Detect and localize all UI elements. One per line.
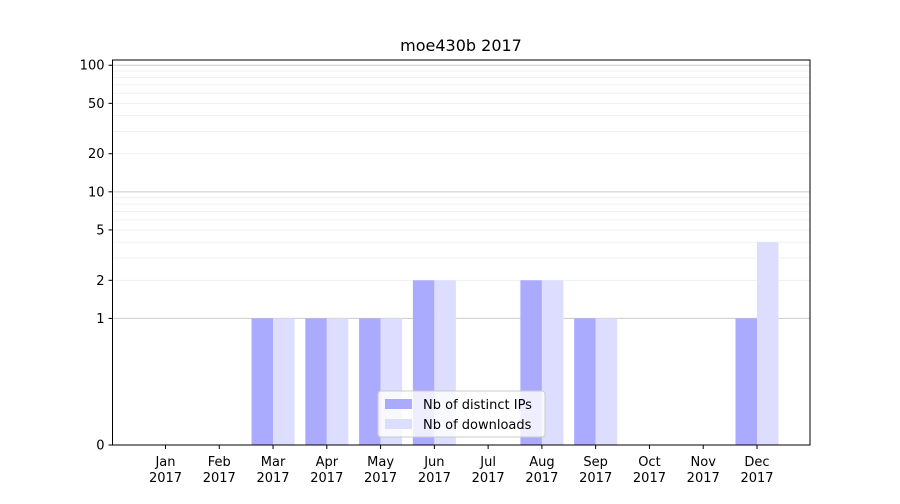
y-tick-label: 10 <box>88 185 105 200</box>
y-tick-label: 5 <box>96 223 104 238</box>
y-tick-label: 20 <box>88 147 105 162</box>
grid-lines <box>112 64 810 319</box>
chart-title: moe430b 2017 <box>400 36 522 55</box>
x-tick-label-month: Oct <box>638 455 660 470</box>
x-tick-label-month: Mar <box>261 455 286 470</box>
x-tick-label-month: Feb <box>208 455 231 470</box>
bar-downloads <box>595 318 618 445</box>
x-tick-label-year: 2017 <box>472 471 505 486</box>
bar-downloads <box>541 280 564 445</box>
x-tick-label-year: 2017 <box>256 471 289 486</box>
y-tick-label: 2 <box>96 274 104 289</box>
bar-downloads <box>757 242 779 445</box>
x-tick-label-year: 2017 <box>740 471 773 486</box>
bar-distinct-ips <box>305 318 327 445</box>
x-tick-label-month: Sep <box>583 455 608 470</box>
bar-distinct-ips <box>574 318 596 445</box>
x-tick-label-month: Jun <box>423 455 444 470</box>
x-tick-label-year: 2017 <box>525 471 558 486</box>
x-tick-label-month: Apr <box>316 455 339 470</box>
x-tick-label-year: 2017 <box>310 471 343 486</box>
bar-distinct-ips <box>359 318 381 445</box>
y-tick-label: 100 <box>80 59 105 74</box>
x-axis: Jan2017Feb2017Mar2017Apr2017May2017Jun20… <box>149 445 774 486</box>
x-tick-label-month: Aug <box>529 455 554 470</box>
x-tick-label-year: 2017 <box>203 471 236 486</box>
bar-distinct-ips <box>251 318 274 445</box>
legend: Nb of distinct IPs Nb of downloads <box>377 390 546 438</box>
x-tick-label-year: 2017 <box>579 471 612 486</box>
plot-frame <box>112 59 811 446</box>
x-tick-label-month: May <box>367 455 394 470</box>
x-tick-label-month: Nov <box>691 455 717 470</box>
bar-downloads <box>273 318 295 445</box>
x-tick-label-month: Dec <box>744 455 769 470</box>
legend-box <box>377 390 546 438</box>
legend-label: Nb of downloads <box>423 418 532 433</box>
x-tick-label-month: Jul <box>479 455 496 470</box>
x-tick-label-year: 2017 <box>149 471 182 486</box>
legend-swatch <box>385 419 412 429</box>
x-tick-label-year: 2017 <box>633 471 666 486</box>
y-tick-label: 1 <box>96 312 104 327</box>
legend-swatch <box>385 399 412 409</box>
bar-downloads <box>326 318 349 445</box>
x-tick-label-year: 2017 <box>364 471 397 486</box>
x-tick-label-year: 2017 <box>418 471 451 486</box>
x-tick-label-year: 2017 <box>687 471 720 486</box>
y-axis: 0 1 2 5 10 20 50 100 <box>80 59 113 454</box>
y-tick-label: 50 <box>88 97 105 112</box>
bar-distinct-ips <box>735 318 757 445</box>
y-tick-label: 0 <box>96 439 104 454</box>
legend-label: Nb of distinct IPs <box>423 398 532 413</box>
x-tick-label-month: Jan <box>154 455 175 470</box>
